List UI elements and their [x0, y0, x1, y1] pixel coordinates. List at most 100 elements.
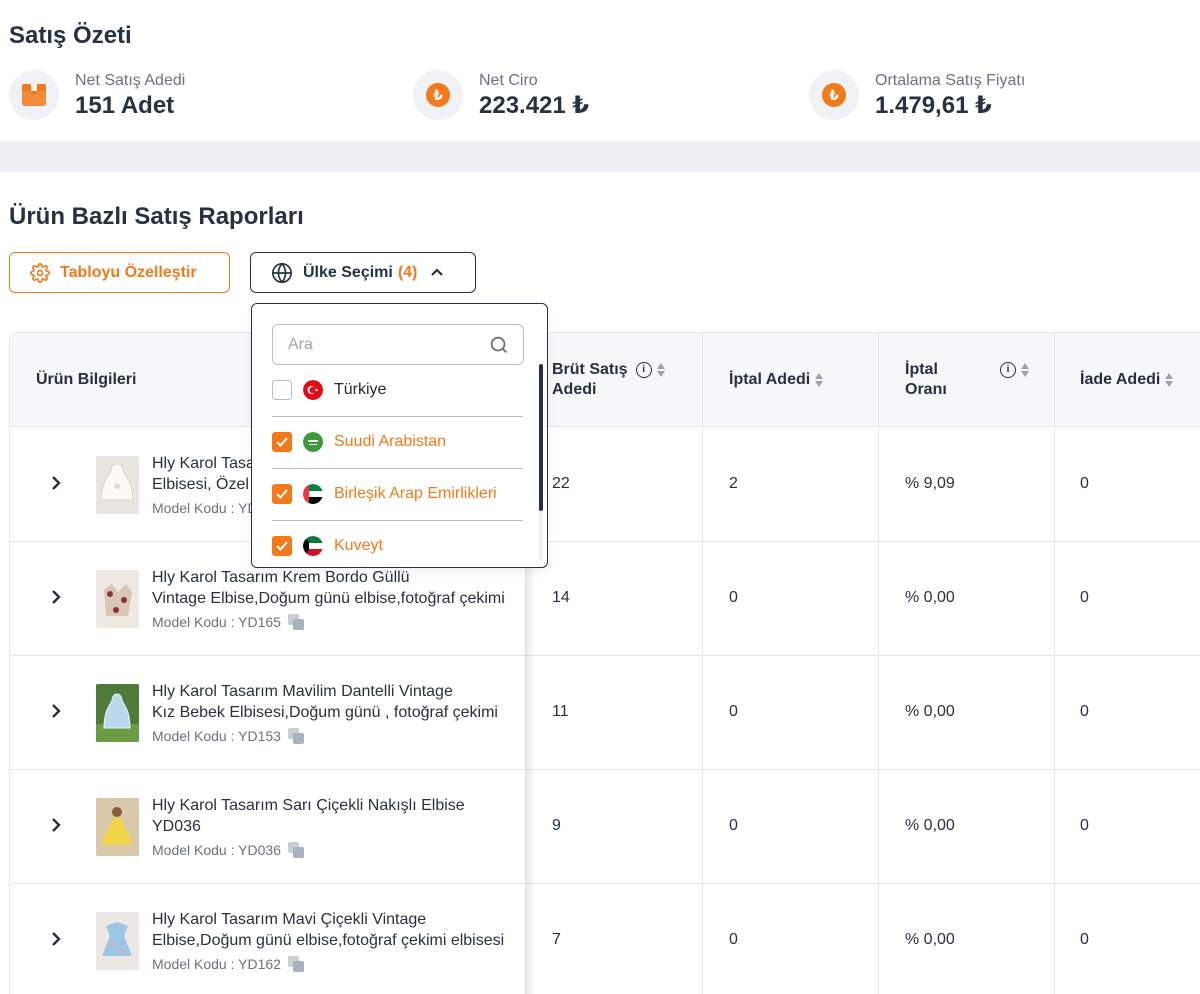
kuwait-flag-icon	[303, 536, 323, 556]
stat-value: 151 Adet	[75, 92, 175, 119]
option-divider	[272, 520, 523, 521]
globe-icon	[272, 262, 292, 283]
model-code: Model Kodu : YD036	[152, 841, 305, 859]
checkbox-checked[interactable]	[272, 484, 292, 504]
stat-avg-price: ₺ Ortalama Satış Fiyatı 1.479,61 ₺	[809, 70, 1025, 120]
search-icon[interactable]	[488, 334, 510, 356]
country-option-kuwait[interactable]: Kuveyt	[272, 520, 523, 567]
country-select-button[interactable]: Ülke Seçimi (4)	[250, 252, 476, 293]
gross-sales-cell: 7	[552, 931, 561, 948]
stat-net-sales-count: Net Satış Adedi 151 Adet	[9, 70, 185, 120]
table-row[interactable]: Hly Karol Tasarım Beyaz Prenses Kız Bebe…	[10, 427, 1200, 542]
country-select-label: Ülke Seçimi	[303, 263, 393, 281]
option-divider	[272, 468, 523, 469]
product-image	[96, 684, 139, 742]
stat-label: Ortalama Satış Fiyatı	[875, 72, 1026, 89]
copy-icon[interactable]	[287, 613, 305, 631]
summary-title: Satış Özeti	[9, 22, 132, 49]
product-name: Hly Karol Tasarım Mavi Çiçekli Vintage El…	[152, 911, 505, 949]
country-option-turkiye[interactable]: Türkiye	[272, 364, 523, 416]
country-name: Kuveyt	[334, 537, 383, 554]
header-label: Brüt Satış	[552, 361, 628, 378]
stat-label: Net Ciro	[479, 72, 538, 89]
table-row[interactable]: Hly Karol Tasarım Mavilim Dantelli Vinta…	[10, 655, 1200, 770]
chevron-right-icon[interactable]	[50, 475, 62, 491]
uae-flag-icon	[303, 484, 323, 504]
stat-value: 1.479,61 ₺	[875, 92, 992, 119]
info-icon[interactable]: i	[1000, 362, 1016, 378]
column-divider	[1054, 333, 1055, 994]
header-label: Oranı	[905, 381, 947, 398]
sort-icon[interactable]	[656, 363, 665, 377]
cancel-count-cell: 0	[729, 703, 738, 720]
info-icon[interactable]: i	[635, 362, 652, 378]
country-name: Suudi Arabistan	[334, 433, 447, 450]
option-divider	[272, 416, 523, 417]
report-title: Ürün Bazlı Satış Raporları	[9, 203, 304, 230]
copy-icon[interactable]	[287, 955, 305, 973]
model-code: Model Kodu : YD165	[152, 613, 305, 631]
cancel-count-cell: 0	[729, 931, 738, 948]
dropdown-scrollbar[interactable]	[539, 364, 543, 511]
header-cancel-rate[interactable]: İptal Oranı i	[905, 333, 1045, 427]
chevron-right-icon[interactable]	[50, 817, 62, 833]
gross-sales-cell: 14	[552, 589, 570, 606]
cancel-rate-cell: % 0,00	[905, 589, 955, 606]
cancel-rate-cell: % 0,00	[905, 931, 955, 948]
return-count-cell: 0	[1080, 475, 1089, 492]
table-row[interactable]: Hly Karol Tasarım Sarı Çiçekli Nakışlı E…	[10, 769, 1200, 884]
chevron-right-icon[interactable]	[50, 703, 62, 719]
checkbox[interactable]	[272, 380, 292, 400]
header-cancel-count[interactable]: İptal Adedi	[729, 333, 824, 427]
cancel-count-cell: 2	[729, 475, 738, 492]
header-return-count[interactable]: İade Adedi	[1080, 333, 1174, 427]
sort-icon[interactable]	[815, 373, 824, 387]
turkey-flag-icon	[303, 380, 323, 400]
copy-icon[interactable]	[287, 727, 305, 745]
header-label: İptal Adedi	[729, 371, 811, 388]
checkbox-checked[interactable]	[272, 536, 292, 556]
svg-text:₺: ₺	[829, 88, 839, 104]
gross-sales-cell: 22	[552, 475, 570, 492]
gross-sales-cell: 9	[552, 817, 561, 834]
sort-icon[interactable]	[1021, 363, 1029, 377]
header-gross-sales[interactable]: Brüt Satış Adedi i	[552, 333, 665, 427]
header-label: İade Adedi	[1080, 371, 1161, 388]
cancel-rate-cell: % 9,09	[905, 475, 955, 492]
lira-coin-icon: ₺	[413, 70, 463, 120]
sales-table: Ürün Bilgileri Brüt Satış Adedi i İptal A…	[9, 332, 1200, 994]
product-image	[96, 570, 139, 628]
model-code: Model Kodu : YD153	[152, 727, 305, 745]
table-header: Ürün Bilgileri Brüt Satış Adedi i İptal A…	[10, 333, 1200, 427]
country-search-input[interactable]	[288, 335, 478, 354]
copy-icon[interactable]	[287, 841, 305, 859]
model-code: Model Kodu : YD162	[152, 955, 305, 973]
header-label: Adedi	[552, 381, 597, 398]
gear-icon	[30, 262, 50, 283]
column-divider	[878, 333, 879, 994]
header-label: İptal	[905, 361, 938, 378]
country-option-saudi-arabia[interactable]: Suudi Arabistan	[272, 416, 523, 468]
gross-sales-cell: 11	[552, 703, 569, 720]
box-icon	[9, 70, 59, 120]
frozen-column-shadow	[525, 427, 535, 994]
country-option-uae[interactable]: Birleşik Arap Emirlikleri	[272, 468, 523, 520]
chevron-right-icon[interactable]	[50, 589, 62, 605]
customize-table-button[interactable]: Tabloyu Özelleştir	[9, 252, 230, 293]
sort-icon[interactable]	[1165, 373, 1174, 387]
table-row[interactable]: Hly Karol Tasarım Mavi Çiçekli Vintage El…	[10, 883, 1200, 994]
chevron-right-icon[interactable]	[50, 931, 62, 947]
dropdown-scroll-track	[539, 511, 543, 561]
chevron-up-icon	[431, 267, 444, 276]
stat-label: Net Satış Adedi	[75, 72, 186, 89]
country-dropdown: Türkiye Suudi Arabistan Birleşik Arap Em…	[251, 303, 548, 568]
product-image	[96, 912, 139, 970]
product-name: Hly Karol Tasarım Krem Bordo Güllü Vintag…	[152, 569, 505, 607]
checkbox-checked[interactable]	[272, 432, 292, 452]
cancel-rate-cell: % 0,00	[905, 703, 955, 720]
return-count-cell: 0	[1080, 931, 1089, 948]
customize-label: Tabloyu Özelleştir	[60, 263, 197, 281]
cancel-rate-cell: % 0,00	[905, 817, 955, 834]
return-count-cell: 0	[1080, 589, 1089, 606]
table-row[interactable]: Hly Karol Tasarım Krem Bordo Güllü Vintag…	[10, 541, 1200, 656]
